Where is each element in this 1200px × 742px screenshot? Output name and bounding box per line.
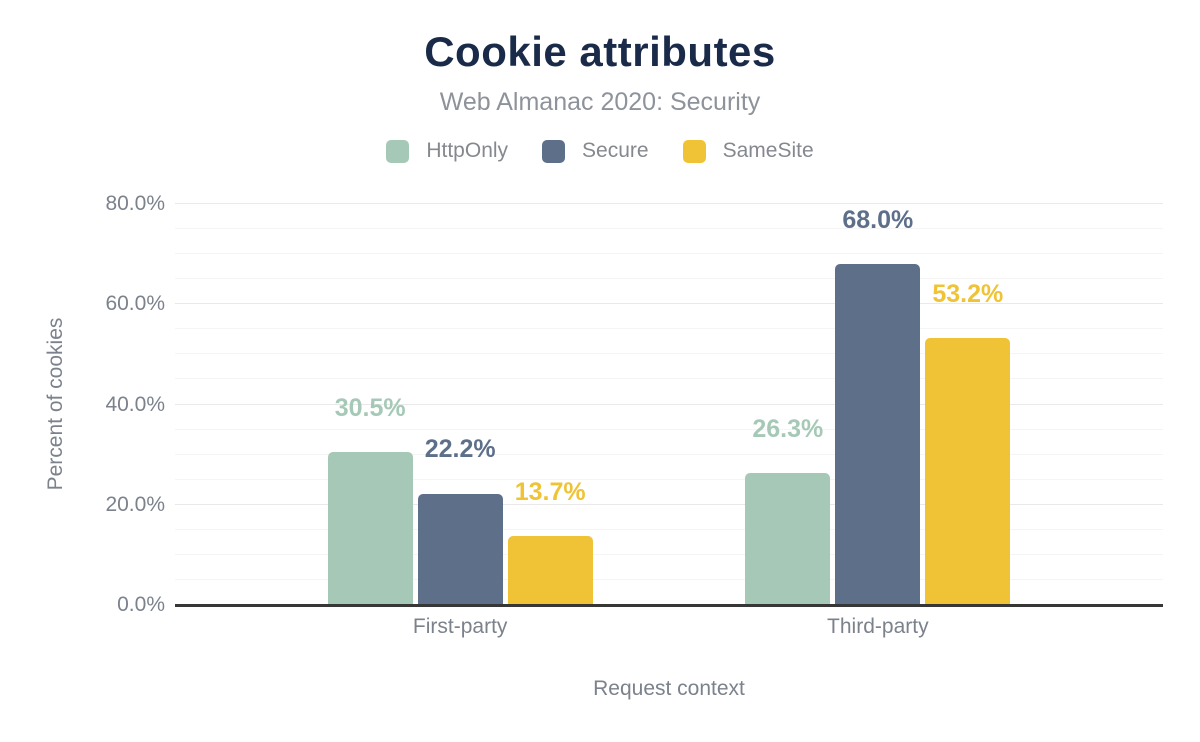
gridline-40	[175, 403, 1163, 405]
bar-group-first-party: 30.5% 22.2% 13.7%	[327, 204, 593, 605]
legend-swatch-secure	[542, 139, 566, 163]
y-tick-label-40.0%: 40.0%	[105, 392, 165, 416]
bar-samesite-first-party[interactable]	[507, 536, 593, 605]
gridline-65	[175, 278, 1163, 280]
legend-label-samesite: SameSite	[722, 139, 814, 162]
gridline-15	[175, 528, 1163, 530]
bar-samesite-third-party[interactable]	[925, 338, 1011, 605]
gridline-80	[175, 203, 1163, 204]
bar-group-third-party: 26.3% 68.0% 53.2%	[745, 204, 1011, 605]
gridline-25	[175, 478, 1163, 480]
bar-secure-third-party[interactable]	[835, 264, 921, 605]
bar-httponly-third-party[interactable]	[745, 473, 831, 605]
y-tick-label-20.0%: 20.0%	[105, 492, 165, 516]
category-label-third-party: Third-party	[827, 615, 929, 638]
bar-slot: 53.2%	[925, 204, 1011, 605]
bar-secure-first-party[interactable]	[417, 493, 503, 605]
legend-item-secure[interactable]: Secure	[542, 139, 649, 163]
x-axis-title: Request context	[593, 677, 745, 700]
y-tick-label-0.0%: 0.0%	[117, 593, 165, 616]
legend-label-httponly: HttpOnly	[426, 139, 509, 162]
bar-slot: 13.7%	[507, 204, 593, 605]
y-tick-label-80.0%: 80.0%	[105, 192, 165, 215]
bar-value-label-httponly-first-party: 30.5%	[334, 393, 406, 422]
bar-slot: 22.2%	[417, 204, 503, 605]
bar-value-label-secure-third-party: 68.0%	[842, 205, 914, 234]
x-axis-line	[175, 604, 1163, 607]
gridline-55	[175, 328, 1163, 330]
chart-title: Cookie attributes	[424, 28, 776, 75]
legend-item-samesite[interactable]: SameSite	[682, 139, 814, 163]
bar-value-label-samesite-first-party: 13.7%	[514, 477, 586, 506]
gridline-45	[175, 378, 1163, 380]
gridline-20	[175, 503, 1163, 505]
bar-value-label-httponly-third-party: 26.3%	[752, 414, 824, 443]
legend-item-httponly[interactable]: HttpOnly	[386, 139, 508, 163]
gridline-75	[175, 228, 1163, 230]
bar-groups: 30.5% 22.2% 13.7% 26.3% 68.0%	[175, 204, 1163, 605]
category-label-first-party: First-party	[412, 615, 508, 638]
legend-swatch-httponly	[386, 139, 410, 163]
bar-httponly-first-party[interactable]	[327, 452, 413, 605]
gridline-60	[175, 303, 1163, 305]
gridline-35	[175, 428, 1163, 430]
plot-area: 30.5% 22.2% 13.7% 26.3% 68.0%	[175, 203, 1163, 607]
y-tick-label-60.0%: 60.0%	[105, 292, 165, 316]
bar-slot: 26.3%	[745, 204, 831, 605]
y-axis-tick-labels: 0.0% 20.0% 40.0% 60.0% 80.0%	[60, 192, 165, 616]
legend-label-secure: Secure	[582, 139, 649, 162]
gridline-30	[175, 453, 1163, 455]
bar-slot: 30.5%	[327, 204, 413, 605]
chart-subtitle: Web Almanac 2020: Security	[439, 88, 761, 116]
legend-swatch-samesite	[682, 139, 706, 163]
x-category-labels: First-party Third-party	[175, 615, 1163, 639]
bar-value-label-samesite-third-party: 53.2%	[932, 279, 1004, 308]
gridline-70	[175, 253, 1163, 255]
gridline-10	[175, 553, 1163, 555]
bar-value-label-secure-first-party: 22.2%	[424, 435, 496, 464]
bar-slot: 68.0%	[835, 204, 921, 605]
gridline-50	[175, 353, 1163, 355]
gridlines	[175, 203, 1163, 605]
legend: HttpOnly Secure SameSite	[0, 139, 1200, 163]
gridline-5	[175, 578, 1163, 580]
